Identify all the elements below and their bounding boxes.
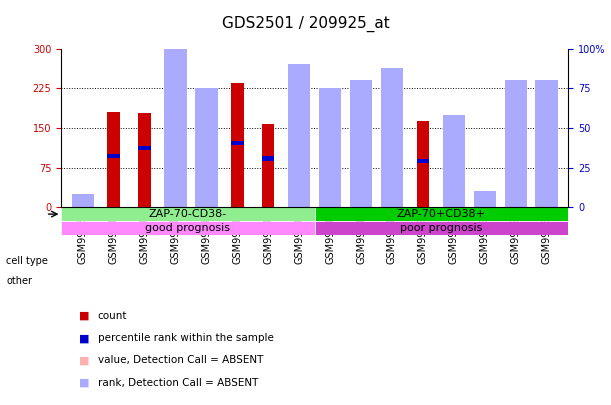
Bar bbox=[139, 146, 151, 150]
Bar bbox=[474, 199, 496, 207]
Bar bbox=[443, 183, 465, 207]
Bar bbox=[262, 156, 274, 161]
Bar bbox=[71, 194, 94, 207]
Text: percentile rank within the sample: percentile rank within the sample bbox=[98, 333, 274, 343]
Bar bbox=[196, 88, 218, 207]
Bar bbox=[381, 68, 403, 207]
Bar bbox=[350, 87, 372, 90]
Text: rank, Detection Call = ABSENT: rank, Detection Call = ABSENT bbox=[98, 378, 258, 388]
Bar bbox=[350, 80, 372, 207]
Bar bbox=[505, 109, 527, 207]
Bar bbox=[474, 191, 496, 207]
Bar bbox=[288, 134, 310, 207]
Bar bbox=[319, 88, 342, 207]
Bar bbox=[417, 121, 429, 207]
Text: value, Detection Call = ABSENT: value, Detection Call = ABSENT bbox=[98, 356, 263, 365]
Bar bbox=[417, 158, 429, 163]
Bar bbox=[164, 128, 186, 207]
Text: count: count bbox=[98, 311, 127, 321]
Bar bbox=[381, 71, 403, 74]
FancyBboxPatch shape bbox=[315, 207, 568, 221]
Text: GDS2501 / 209925_at: GDS2501 / 209925_at bbox=[222, 16, 389, 32]
Text: cell type: cell type bbox=[6, 256, 48, 266]
Bar bbox=[231, 83, 244, 207]
FancyBboxPatch shape bbox=[61, 207, 315, 221]
FancyBboxPatch shape bbox=[315, 221, 568, 235]
Bar bbox=[262, 124, 274, 207]
FancyBboxPatch shape bbox=[61, 221, 315, 235]
Bar bbox=[288, 64, 310, 207]
Bar bbox=[164, 31, 186, 34]
Bar bbox=[505, 80, 527, 207]
Bar bbox=[288, 68, 310, 71]
Bar bbox=[71, 202, 94, 207]
Bar bbox=[535, 125, 558, 207]
Text: ZAP-70-CD38-: ZAP-70-CD38- bbox=[148, 209, 227, 219]
Text: ■: ■ bbox=[79, 333, 90, 343]
Bar bbox=[350, 96, 372, 207]
Bar bbox=[319, 154, 342, 207]
Text: ZAP-70+CD38+: ZAP-70+CD38+ bbox=[397, 209, 486, 219]
Bar bbox=[381, 156, 403, 207]
Bar bbox=[535, 83, 558, 87]
Bar bbox=[196, 157, 218, 207]
Bar bbox=[231, 141, 244, 145]
Bar bbox=[108, 154, 120, 158]
Bar bbox=[139, 113, 151, 207]
Bar bbox=[505, 83, 527, 87]
Bar bbox=[443, 115, 465, 207]
Text: ■: ■ bbox=[79, 356, 90, 365]
Text: good prognosis: good prognosis bbox=[145, 223, 230, 233]
Text: other: other bbox=[6, 277, 32, 286]
Bar bbox=[108, 112, 120, 207]
Text: poor prognosis: poor prognosis bbox=[400, 223, 483, 233]
Bar bbox=[535, 80, 558, 207]
Bar bbox=[164, 30, 186, 207]
Text: ■: ■ bbox=[79, 378, 90, 388]
Text: ■: ■ bbox=[79, 311, 90, 321]
